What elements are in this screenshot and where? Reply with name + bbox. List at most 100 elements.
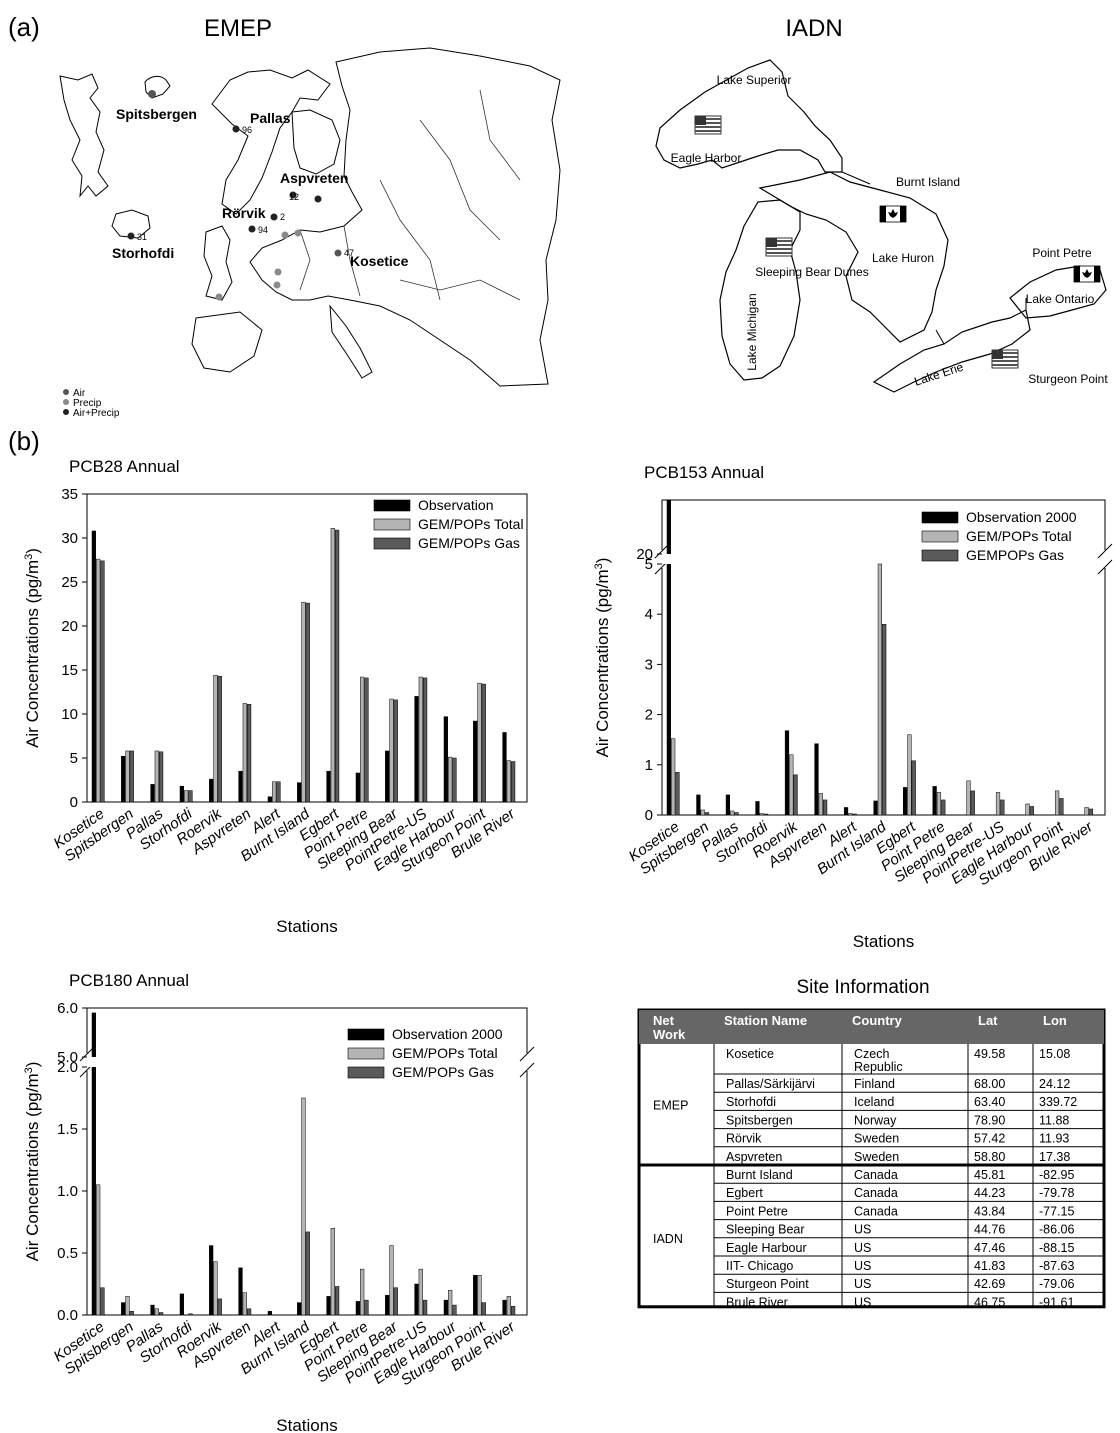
table-cell-lon: 11.93	[1039, 1132, 1069, 1146]
pcb180-ytick-label: 5.0	[57, 1049, 78, 1066]
table-cell-station: Sleeping Bear	[726, 1223, 805, 1237]
table-cell-country: US	[854, 1295, 871, 1309]
pcb153-legend-label-observation-2000: Observation 2000	[966, 509, 1077, 525]
pcb153-legend-swatch-observation-2000	[921, 511, 959, 524]
pcb153-ytick-label: 20	[636, 546, 653, 563]
pcb180-legend-label-gem-pops-total: GEM/POPs Total	[392, 1045, 498, 1061]
station-label-rorvik: Rörvik	[222, 205, 266, 221]
pcb153-bar-observation-2000-storhofdi	[755, 801, 760, 816]
table-cell-country: Iceland	[854, 1095, 894, 1109]
label-lake-erie: Lake Erie	[912, 360, 965, 389]
label-lake-ontario: Lake Ontario	[1026, 292, 1095, 306]
station-marker-storhofdi	[127, 232, 135, 240]
emep-stations: Spitsbergen 96 Pallas 12 Aspvreten 2 94 …	[112, 90, 409, 301]
table-cell-country: Finland	[854, 1077, 895, 1091]
pcb153-break-gap	[664, 554, 694, 564]
pcb28-bar-observation-pointpetre-us	[414, 696, 419, 803]
pcb28-legend-label-gem-pops-gas: GEM/POPs Gas	[418, 535, 520, 551]
us-flag-icon	[765, 237, 793, 257]
table-cell-country: Sweden	[854, 1150, 899, 1164]
pcb28-bar-gem-pops-gas-eagle-harbour	[452, 757, 457, 803]
label-eagle-harbor: Eagle Harbor	[671, 151, 742, 165]
emep-coastline-continent	[249, 47, 561, 387]
station-code-31: 31	[137, 232, 147, 242]
table-cell-lon: -87.63	[1039, 1259, 1074, 1273]
pcb180-bar-gem-pops-total-aspvreten	[242, 1292, 247, 1316]
legend-marker-air	[63, 389, 69, 395]
pcb153-ytick-label: 4	[645, 606, 653, 623]
pcb28-bar-observation-point-petre	[355, 772, 360, 803]
station-marker-rorvik-a	[270, 213, 278, 221]
table-cell-lon: -79.78	[1039, 1186, 1074, 1200]
pcb180-frame-top	[86, 1007, 528, 1053]
pcb28-bar-gem-pops-total-kosetice	[96, 558, 101, 803]
table-cell-lat: 63.40	[974, 1095, 1005, 1109]
pcb180-bar-gem-pops-total-kosetice	[96, 1184, 101, 1316]
pcb180-ytick-label: 0.5	[57, 1245, 78, 1262]
pcb153-legend-swatch-gem-pops-total	[921, 530, 959, 543]
canada-flag-icon	[1073, 265, 1101, 283]
pcb180-bar-gem-pops-gas-storhofdi	[188, 1313, 193, 1316]
pcb153-bar-gem-pops-total-spitsbergen	[700, 809, 705, 816]
pcb28-legend-swatch-gem-pops-gas	[373, 537, 411, 550]
pcb153-bar-gempops-gas-egbert	[911, 760, 916, 816]
table-cell-station: Burnt Island	[726, 1168, 793, 1182]
table-cell-lon: 15.08	[1039, 1047, 1070, 1061]
pcb153-bar-gem-pops-total-pallas	[730, 810, 735, 816]
station-marker-rorvik-b	[248, 225, 256, 233]
pcb180-bar-gem-pops-gas-eagle-harbour	[452, 1304, 457, 1316]
pcb153-ytick-label: 3	[645, 656, 653, 673]
pcb28-bar-gem-pops-total-roervik	[213, 675, 218, 803]
station-marker-west-c	[215, 293, 223, 301]
pcb153-ytick-label: 2	[645, 707, 653, 724]
table-cell-station: Eagle Harbour	[726, 1241, 807, 1255]
pcb28-legend-label-observation: Observation	[418, 497, 493, 513]
pcb153-legend-label-gempops-gas: GEMPOPs Gas	[966, 547, 1064, 563]
pcb153-bar-gempops-gas-alert	[852, 813, 857, 816]
pcb28-bar-observation-pallas	[150, 784, 155, 803]
pcb180-bar-observation-2000-pallas	[150, 1304, 155, 1316]
pcb28-ytick-label: 20	[61, 618, 78, 635]
pcb153-bar-gempops-gas-pallas	[734, 812, 739, 816]
table-cell-country: Norway	[854, 1113, 897, 1127]
chart-pcb28: PCB28 Annual05101520253035KoseticeSpitsb…	[23, 457, 528, 936]
table-cell-lon: -79.06	[1039, 1277, 1074, 1291]
table-cell-network-iadn: IADN	[653, 1232, 683, 1246]
pcb180-bar-observation-2000-egbert	[326, 1296, 331, 1316]
pcb180-bar-observation-2000-sleeping-bear	[385, 1294, 390, 1316]
pcb28-bar-observation-kosetice	[91, 530, 96, 803]
chart-pcb180: PCB180 Annual0.00.51.01.52.05.06.0Koseti…	[23, 971, 535, 1433]
pcb153-bar-gem-pops-total-aspvreten	[818, 793, 823, 816]
pcb153-bar-observation-2000-kosetice	[666, 499, 671, 816]
table-cell-lat: 58.80	[974, 1150, 1005, 1164]
table-cell-lat: 45.81	[974, 1168, 1005, 1182]
lake-erie-outline	[872, 309, 1031, 393]
pcb28-bar-gem-pops-gas-pallas	[159, 751, 164, 803]
pcb153-bar-gem-pops-total-sleeping-bear	[966, 780, 971, 816]
pcb28-ylabel: Air Concentrations (pg/m3)	[23, 548, 42, 748]
table-header-country: Country	[852, 1013, 903, 1028]
pcb28-bar-observation-spitsbergen	[121, 755, 126, 803]
table-cell-country: Canada	[854, 1204, 898, 1218]
table-cell-lat: 44.76	[974, 1223, 1005, 1237]
station-marker-aspvreten-b	[314, 195, 322, 203]
table-cell-lon: 17.38	[1039, 1150, 1070, 1164]
emep-coastline-svalbard	[144, 75, 171, 99]
table-cell-country: Czech	[854, 1047, 889, 1061]
table-header-network: Net	[653, 1013, 675, 1028]
pcb180-ytick-label: 0.0	[57, 1307, 78, 1324]
pcb180-break-gap	[89, 1057, 119, 1067]
table-cell-lat: 43.84	[974, 1204, 1005, 1218]
station-marker-spitsbergen	[148, 90, 156, 98]
label-sturgeon-point: Sturgeon Point	[1028, 372, 1108, 386]
label-burnt-island: Burnt Island	[896, 175, 960, 189]
table-cell-lat: 47.46	[974, 1241, 1005, 1255]
pcb28-ytick-label: 25	[61, 574, 78, 591]
pcb180-bar-gem-pops-gas-burnt-island	[305, 1231, 310, 1316]
table-cell-station: IIT- Chicago	[726, 1259, 793, 1273]
pcb28-ytick-label: 5	[70, 750, 78, 767]
pcb153-legend-swatch-gempops-gas	[921, 549, 959, 562]
station-label-kosetice: Kosetice	[350, 253, 409, 269]
table-cell-station: Brule River	[726, 1295, 788, 1309]
pcb153-bar-observation-2000-alert	[843, 807, 849, 816]
